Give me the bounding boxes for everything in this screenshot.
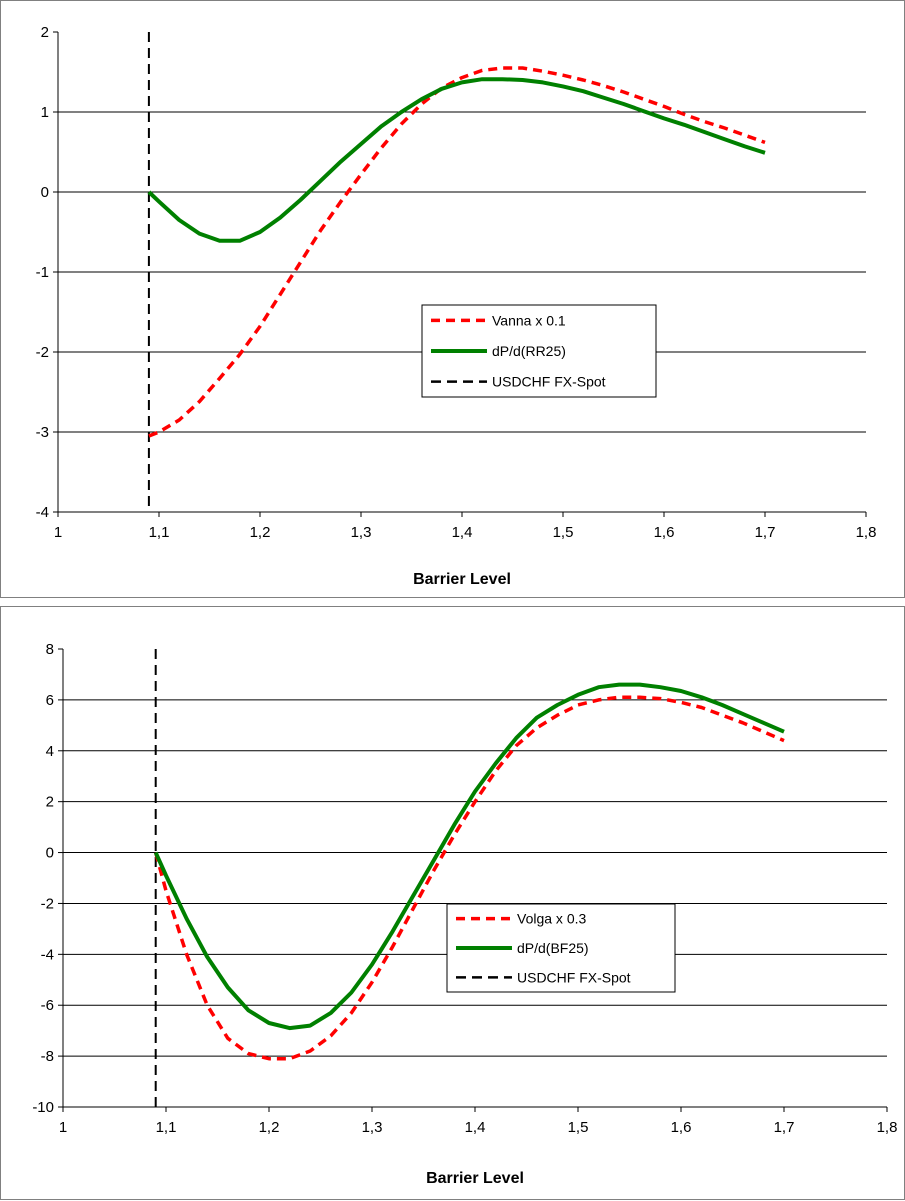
series-line-green	[153, 682, 785, 1031]
y-tick-label: -10	[32, 1099, 54, 1116]
legend-label: USDCHF FX-Spot	[492, 374, 606, 390]
legend-label: USDCHF FX-Spot	[517, 969, 631, 985]
legend-label: Volga x 0.3	[517, 911, 586, 927]
y-tick-label: -4	[36, 504, 49, 521]
y-tick-label: 6	[46, 692, 54, 709]
y-tick-label: -6	[41, 997, 54, 1014]
x-tick-label: 1,3	[351, 524, 372, 541]
legend-label: dP/d(RR25)	[492, 343, 566, 359]
y-tick-label: 2	[41, 24, 49, 41]
y-tick-label: -2	[36, 344, 49, 361]
y-tick-label: -3	[36, 424, 49, 441]
x-axis-title: Barrier Level	[426, 1170, 524, 1187]
x-tick-label: 1,8	[856, 524, 877, 541]
x-tick-label: 1,3	[362, 1119, 383, 1136]
x-tick-label: 1,1	[149, 524, 170, 541]
y-tick-label: -4	[41, 946, 54, 963]
legend-label: Vanna x 0.1	[492, 312, 566, 328]
x-tick-label: 1,2	[250, 524, 271, 541]
x-tick-label: 1,6	[671, 1119, 692, 1136]
legend-label: dP/d(BF25)	[517, 940, 589, 956]
series-line-red	[148, 66, 766, 438]
y-tick-label: 8	[46, 641, 54, 658]
x-tick-label: 1,5	[568, 1119, 589, 1136]
y-tick-label: 4	[46, 743, 54, 760]
y-tick-label: 2	[46, 794, 54, 811]
y-tick-label: 0	[41, 184, 49, 201]
series-line-green	[147, 77, 766, 243]
x-tick-label: 1,5	[553, 524, 574, 541]
x-tick-label: 1,6	[654, 524, 675, 541]
x-tick-label: 1,8	[877, 1119, 898, 1136]
x-tick-label: 1,1	[156, 1119, 177, 1136]
x-tick-label: 1,7	[755, 524, 776, 541]
y-tick-label: -2	[41, 895, 54, 912]
top-chart-svg: -4 -3 -2 -1 0 1 2 1 1,1 1,2 1,3 1,4 1,5 1,6 1,7 1,8 Barr…	[36, 24, 877, 588]
x-tick-label: 1	[59, 1119, 67, 1136]
y-tick-label: -8	[41, 1048, 54, 1065]
top-chart-panel: -4 -3 -2 -1 0 1 2 1 1,1 1,2 1,3 1,4 1,5 1,6 1,7 1,8 Barr…	[0, 0, 905, 598]
x-tick-label: 1,4	[465, 1119, 486, 1136]
bottom-chart-panel: -10 -8 -6 -4 -2 0 2 4 6 8 1 1,1 1,2 1,3 1,4 1,5 1,6 1,7 1,…	[0, 606, 905, 1200]
x-tick-label: 1,2	[259, 1119, 280, 1136]
x-axis-title: Barrier Level	[413, 571, 511, 588]
x-tick-label: 1,4	[452, 524, 473, 541]
x-tick-label: 1	[54, 524, 62, 541]
y-tick-label: 0	[46, 845, 54, 862]
x-tick-label: 1,7	[774, 1119, 795, 1136]
y-tick-label: 1	[41, 104, 49, 121]
bottom-chart-svg: -10 -8 -6 -4 -2 0 2 4 6 8 1 1,1 1,2 1,3 1,4 1,5 1,6 1,7 1,…	[32, 641, 898, 1187]
y-tick-label: -1	[36, 264, 49, 281]
series-line-red	[154, 695, 785, 1061]
